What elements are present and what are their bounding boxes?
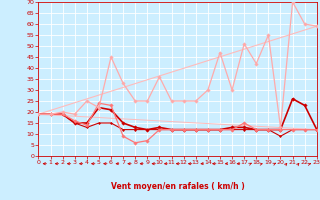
X-axis label: Vent moyen/en rafales ( km/h ): Vent moyen/en rafales ( km/h )	[111, 182, 244, 191]
